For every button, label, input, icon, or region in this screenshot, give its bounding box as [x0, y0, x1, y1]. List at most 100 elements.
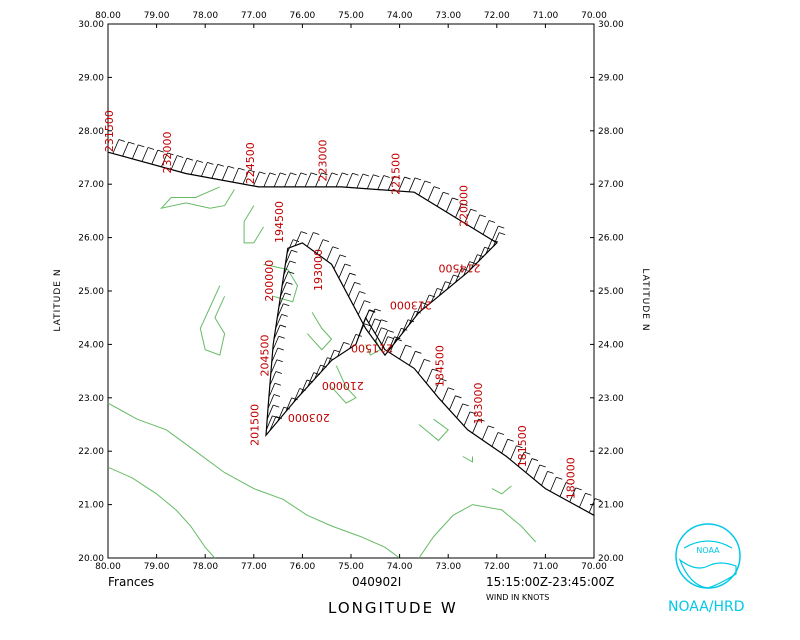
- x-tick-label-top: 77.00: [241, 11, 267, 21]
- barb-staff: [501, 439, 509, 454]
- barb-staff: [408, 351, 416, 366]
- barb-flag: [414, 177, 422, 181]
- x-tick-label-top: 75.00: [338, 11, 364, 21]
- flight-id: 040902I: [352, 575, 401, 589]
- barb-flag: [432, 368, 439, 372]
- y-tick-label-left: 30.00: [78, 20, 104, 30]
- barb-flag: [228, 165, 235, 169]
- barb-staff: [141, 147, 149, 162]
- time-labels: 231500 232000 224500 223000 221500 220000 2145…: [103, 110, 578, 499]
- coastline: [107, 466, 216, 559]
- barb-staff: [399, 344, 406, 360]
- barb-staff: [481, 425, 489, 441]
- barb-staff: [381, 330, 389, 345]
- barb-flag: [311, 172, 318, 176]
- barb-flag: [352, 172, 359, 176]
- barb-staff: [265, 415, 273, 430]
- barb-flag: [289, 260, 296, 264]
- barb-flag: [404, 176, 411, 180]
- coastline-layer: [107, 186, 537, 559]
- barb-flag: [339, 254, 347, 258]
- y-tick-label-left: 26.00: [78, 234, 104, 244]
- time-label: 223000: [317, 140, 330, 182]
- logo-emblem-text: NOAA: [696, 546, 720, 555]
- barb-staff: [283, 260, 291, 276]
- time-label: 204500: [258, 334, 271, 376]
- x-tick-label-top: 78.00: [192, 11, 218, 21]
- time-label: 211500: [351, 341, 393, 354]
- barb-flag: [280, 172, 287, 176]
- barb-flag: [277, 347, 284, 351]
- barb-flag: [138, 144, 145, 148]
- barb-staff: [263, 172, 271, 188]
- barb-flag: [437, 287, 444, 291]
- coastline: [160, 186, 235, 210]
- barb-flag: [469, 411, 477, 415]
- barb-flag: [284, 292, 292, 296]
- barb-staff: [270, 359, 278, 374]
- barb-staff: [161, 152, 168, 168]
- time-label: 210000: [322, 379, 364, 392]
- barb-flag: [276, 359, 283, 363]
- barb-flag: [300, 231, 308, 234]
- barb-staff: [284, 172, 291, 188]
- barb-staff: [357, 300, 365, 315]
- barb-staff: [517, 451, 525, 467]
- barb-flag: [394, 336, 401, 340]
- barb-staff: [327, 350, 335, 365]
- barb-flag: [374, 318, 381, 322]
- barb-staff: [470, 254, 478, 269]
- barb-flag: [283, 406, 290, 410]
- barb-flag: [452, 197, 459, 201]
- y-tick-label-left: 28.00: [78, 127, 104, 137]
- barb-flag: [359, 291, 366, 294]
- barb-flag: [278, 335, 285, 339]
- barb-staff: [242, 169, 250, 185]
- barb-staff: [221, 166, 229, 181]
- barb-staff: [268, 383, 276, 398]
- barb-staff: [269, 416, 277, 431]
- barb-flag: [484, 246, 491, 250]
- barb-staff: [491, 225, 499, 241]
- barb-flag: [118, 139, 125, 142]
- barb-flag: [421, 302, 428, 306]
- barb-flag: [539, 464, 546, 468]
- barb-flag: [147, 147, 155, 150]
- y-tick-label-right: 21.00: [598, 501, 624, 511]
- barb-flag: [273, 394, 281, 397]
- barb-staff: [472, 419, 479, 434]
- barb-flag: [207, 162, 214, 165]
- barb-flag: [455, 395, 462, 399]
- barb-staff: [353, 291, 360, 306]
- barb-flag: [355, 334, 362, 337]
- barb-staff: [417, 359, 425, 374]
- barb-staff: [569, 487, 577, 503]
- barb-staff: [368, 318, 376, 333]
- logo-text: NOAA/HRD: [668, 599, 745, 615]
- y-tick-label-right: 26.00: [598, 234, 624, 244]
- barb-staff: [533, 464, 541, 480]
- barb-flag: [177, 155, 184, 158]
- x-tick-label-bottom: 71.00: [533, 562, 559, 572]
- barb-staff: [388, 336, 395, 351]
- barb-staff: [276, 303, 284, 318]
- barb-staff: [401, 319, 409, 334]
- barb-staff: [422, 294, 430, 310]
- barb-flag: [478, 418, 485, 422]
- barb-staff: [232, 167, 239, 183]
- y-tick-label-left: 21.00: [78, 501, 104, 511]
- coastline: [462, 456, 473, 463]
- barb-staff: [294, 231, 302, 246]
- barb-flag: [531, 458, 539, 461]
- track-line: [107, 151, 595, 516]
- barb-flag: [469, 261, 476, 265]
- barb-flag: [286, 281, 293, 285]
- barb-flag: [424, 358, 431, 362]
- x-tick-label-top: 80.00: [95, 11, 121, 21]
- barb-staff: [381, 336, 389, 351]
- barb-flag: [428, 294, 436, 298]
- barb-staff: [320, 357, 328, 372]
- barb-flag: [453, 274, 460, 278]
- time-label: 231500: [103, 110, 116, 152]
- barb-flag: [498, 225, 505, 229]
